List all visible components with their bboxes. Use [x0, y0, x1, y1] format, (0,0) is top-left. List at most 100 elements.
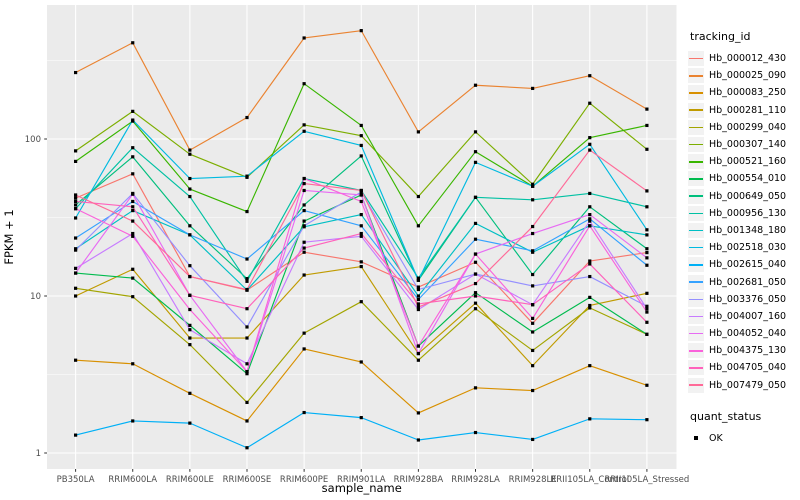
data-point [188, 194, 192, 199]
data-point [359, 264, 363, 269]
data-point [531, 249, 535, 253]
data-point [359, 300, 363, 304]
data-point [588, 191, 592, 196]
data-point [74, 271, 78, 275]
data-point [531, 364, 535, 368]
data-point [131, 419, 135, 423]
legend-item-label: Hb_002681_050 [709, 276, 787, 288]
data-point [588, 142, 592, 146]
data-point [302, 250, 306, 254]
data-point [473, 301, 478, 305]
data-point [74, 159, 78, 163]
data-point [416, 285, 420, 289]
x-tick-label: RRIM600PE [280, 475, 328, 485]
legend-key-line-icon [688, 119, 704, 135]
data-point [302, 347, 306, 351]
legend-title-tracking-id: tracking_id [690, 30, 751, 43]
data-point [74, 196, 78, 200]
data-point [416, 130, 420, 134]
data-point [74, 286, 78, 290]
data-point [245, 325, 249, 329]
data-point [131, 276, 135, 280]
data-point [245, 287, 249, 292]
legend-item-Hb_000554_010: Hb_000554_010 [688, 170, 800, 187]
data-point [473, 294, 478, 298]
data-point [188, 343, 192, 347]
data-point [416, 358, 420, 362]
data-point [245, 336, 249, 340]
data-point [302, 331, 306, 335]
data-point [531, 348, 535, 353]
data-point [645, 189, 649, 193]
data-point [473, 252, 478, 256]
data-point [473, 237, 478, 241]
data-point [588, 74, 592, 78]
data-point [245, 277, 249, 281]
legend-item-label: Hb_004052_040 [709, 328, 787, 340]
legend-key-line-icon [688, 51, 704, 67]
data-point [245, 257, 249, 261]
legend-key-line-icon [688, 205, 704, 221]
data-point [531, 284, 535, 288]
data-point [645, 320, 649, 324]
data-point [131, 208, 135, 213]
legend-item-label: Hb_002615_040 [709, 259, 787, 271]
data-point [74, 433, 78, 437]
data-point [645, 147, 649, 151]
data-point [131, 205, 135, 209]
data-point [416, 278, 420, 282]
data-point [531, 224, 535, 229]
data-point [131, 234, 135, 238]
legend-item-label: OK [709, 432, 723, 444]
data-point [588, 136, 592, 140]
x-axis-title: sample_name [322, 481, 402, 495]
data-point [302, 188, 306, 193]
data-point [245, 174, 249, 178]
y-tick-label: 1 [36, 449, 41, 459]
data-point [302, 123, 306, 127]
data-point [473, 307, 478, 311]
data-point [302, 82, 306, 86]
data-point [588, 101, 592, 105]
data-point [74, 199, 78, 204]
data-point [645, 332, 649, 336]
data-point [245, 372, 249, 376]
data-point [359, 193, 363, 197]
data-point [359, 360, 363, 364]
data-point [302, 208, 306, 213]
x-tick-label: RRII105LA_Control [550, 475, 629, 485]
data-point [645, 107, 649, 111]
legend-key-line-icon [688, 257, 704, 273]
x-tick-label: RRIM600LE [166, 475, 214, 485]
x-tick-label: RRIM600LA [108, 475, 157, 485]
data-point [645, 247, 649, 251]
data-point [645, 310, 649, 314]
legend-item-label: Hb_000299_040 [709, 121, 787, 133]
legend-key-line-icon [688, 222, 704, 238]
legend-key-line-icon [688, 137, 704, 153]
data-point [131, 192, 135, 196]
data-point [588, 274, 592, 279]
data-point [473, 291, 478, 295]
legend-item-Hb_000307_140: Hb_000307_140 [688, 136, 800, 153]
data-point [359, 123, 363, 128]
legend-item-label: Hb_000012_430 [709, 53, 787, 65]
data-point [188, 391, 192, 395]
data-point [74, 266, 78, 270]
legend-key-line-icon [688, 343, 704, 359]
legend-item-label: Hb_001348_180 [709, 224, 787, 236]
legend-item-Hb_000281_110: Hb_000281_110 [688, 102, 800, 119]
legend-item-Hb_000299_040: Hb_000299_040 [688, 119, 800, 136]
data-point [245, 446, 249, 450]
legend-item-Hb_001348_180: Hb_001348_180 [688, 222, 800, 239]
data-point [645, 123, 649, 128]
legend-item-label: Hb_000649_050 [709, 190, 787, 202]
legend-key-line-icon [688, 291, 704, 307]
legend-item-label: Hb_004705_040 [709, 362, 787, 374]
data-point [188, 176, 192, 181]
legend-item-Hb_000649_050: Hb_000649_050 [688, 188, 800, 205]
data-point [302, 219, 306, 223]
legend-item-label: Hb_000281_110 [709, 104, 787, 116]
data-point [188, 264, 192, 268]
data-point [74, 149, 78, 153]
